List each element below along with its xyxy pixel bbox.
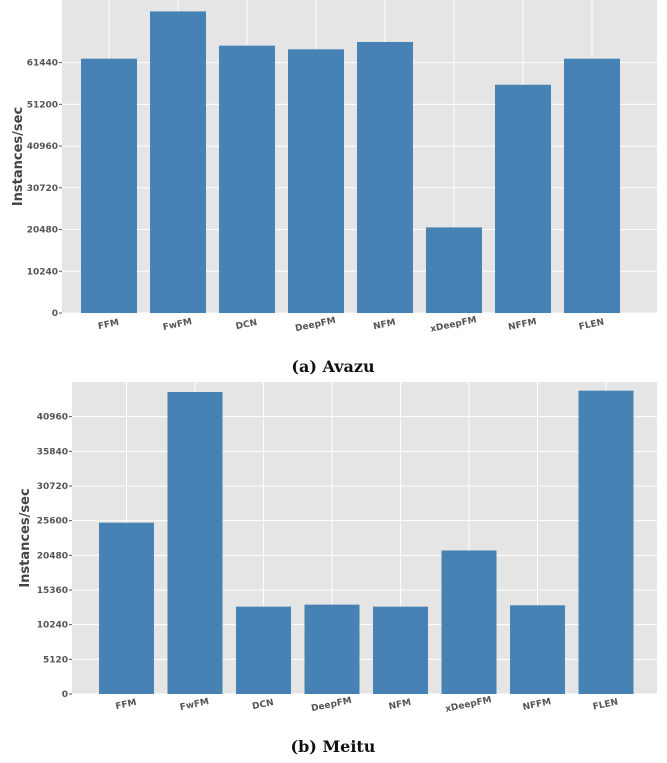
y-tick-label: 5120: [43, 655, 68, 665]
y-tick-label: 35840: [37, 447, 68, 457]
y-tick-label: 20480: [37, 551, 68, 561]
bar-deepfm: [304, 604, 360, 694]
x-tick-label: FFM: [97, 318, 120, 332]
y-tick-label: 0: [62, 690, 68, 700]
y-tick-label: 51200: [27, 100, 58, 110]
bar-flen: [578, 390, 634, 694]
bar-fwfm: [167, 392, 223, 694]
bar-flen: [564, 58, 620, 313]
bar-ffm: [99, 522, 154, 694]
x-tick-label: FLEN: [578, 317, 605, 332]
bar-deepfm: [288, 49, 344, 313]
x-tick-label: FwFM: [179, 697, 210, 713]
y-tick-label: 40960: [37, 413, 68, 423]
bar-nfm: [373, 606, 428, 694]
y-tick-label: 0: [52, 309, 58, 319]
x-tick-label: FwFM: [162, 317, 193, 333]
y-tick-label: 10240: [37, 621, 68, 631]
y-tick-label: 25600: [37, 517, 68, 527]
x-tick-label: DCN: [235, 318, 258, 332]
chart-caption: (b) Meitu: [291, 737, 376, 756]
y-tick-label: 40960: [27, 142, 58, 152]
x-tick-label: DeepFM: [310, 696, 352, 714]
bar-xdeepfm: [441, 550, 497, 694]
x-tick-label: FFM: [115, 698, 138, 712]
x-tick-label: NFFM: [507, 317, 537, 333]
y-axis-label: Instances/sec: [18, 488, 33, 587]
x-tick-label: xDeepFM: [445, 695, 493, 715]
bar-nffm: [510, 605, 565, 694]
y-tick-label: 15360: [37, 586, 68, 596]
y-axis-label: Instances/sec: [11, 107, 26, 206]
x-tick-label: NFM: [388, 698, 412, 712]
bar-ffm: [81, 58, 137, 313]
x-tick-label: DeepFM: [294, 316, 336, 334]
bar-nfm: [357, 41, 413, 313]
chart-meitu: 0 5120 10240 15360 20480 25600 30720 35840 40960…: [18, 382, 657, 756]
x-tick-label: NFM: [372, 318, 396, 332]
x-tick-label: FLEN: [592, 697, 619, 712]
plot-background: [72, 382, 657, 694]
y-tick-label: 61440: [27, 59, 58, 69]
bar-dcn: [219, 45, 275, 313]
x-tick-label: DCN: [251, 698, 274, 712]
bar-nffm: [495, 84, 551, 313]
y-tick-label: 30720: [37, 482, 68, 492]
y-tick-label: 30720: [27, 184, 58, 194]
bar-dcn: [236, 606, 291, 694]
y-tick-label: 20480: [27, 226, 58, 236]
bar-fwfm: [150, 11, 206, 313]
x-tick-label: xDeepFM: [430, 315, 478, 335]
y-tick-label: 10240: [27, 267, 58, 277]
x-tick-label: NFFM: [522, 697, 552, 713]
chart-caption: (a) Avazu: [291, 357, 375, 376]
chart-avazu: 0 10240 20480 30720 40960 51200 61440 FFM FwFM DC…: [11, 0, 657, 376]
bar-xdeepfm: [426, 227, 482, 313]
